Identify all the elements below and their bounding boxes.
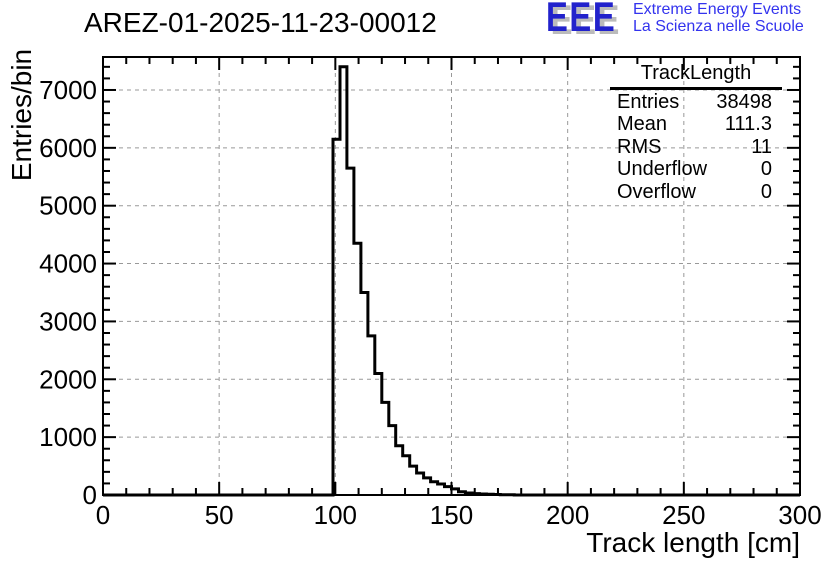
x-tick-label: 300 xyxy=(778,500,821,530)
x-tick-label: 50 xyxy=(205,500,234,530)
stats-label: Overflow xyxy=(617,180,696,203)
stats-label: Entries xyxy=(617,91,680,113)
x-tick-label: 250 xyxy=(662,500,705,530)
stats-value: 111.3 xyxy=(724,113,772,136)
y-tick-label: 2000 xyxy=(39,364,97,394)
x-tick-label: 100 xyxy=(314,500,357,530)
stats-row-mean: Mean 111.3 xyxy=(610,113,782,135)
y-tick-label: 0 xyxy=(83,480,97,510)
y-tick-label: 6000 xyxy=(39,133,97,163)
stats-label: RMS xyxy=(617,135,662,158)
x-axis-title: Track length [cm] xyxy=(586,527,800,558)
x-tick-label: 150 xyxy=(430,500,473,530)
eee-logo-line1: Extreme Energy Events xyxy=(633,1,802,18)
eee-logo-line2: La Scienza nelle Scuole xyxy=(633,18,804,35)
stats-row-underflow: Underflow 0 xyxy=(610,158,782,180)
stats-label: Mean xyxy=(617,113,668,136)
y-tick-label: 3000 xyxy=(39,306,97,336)
stats-row-rms: RMS 11 xyxy=(610,136,782,158)
x-tick-label: 0 xyxy=(96,500,110,530)
stats-value: 38498 xyxy=(716,91,772,113)
eee-logo-letters: EEE xyxy=(546,0,617,40)
plot-title: AREZ-01-2025-11-23-00012 xyxy=(84,7,437,38)
y-tick-label: 4000 xyxy=(39,249,97,279)
x-tick-label: 200 xyxy=(546,500,589,530)
stats-value: 11 xyxy=(751,135,772,158)
eee-logo-text: Extreme Energy Events La Scienza nelle S… xyxy=(633,1,804,35)
stats-value: 0 xyxy=(760,180,772,203)
y-tick-label: 1000 xyxy=(39,422,97,452)
stats-title: TrackLength xyxy=(610,62,782,90)
stats-box: TrackLength Entries 38498 Mean 111.3 RMS… xyxy=(610,62,782,203)
stats-row-overflow: Overflow 0 xyxy=(610,181,782,203)
stats-value: 0 xyxy=(760,158,772,181)
y-axis-title: Entries/bin xyxy=(6,48,37,182)
y-tick-label: 7000 xyxy=(39,75,97,105)
stats-rows: Entries 38498 Mean 111.3 RMS 11 Underflo… xyxy=(610,90,782,203)
stats-label: Underflow xyxy=(617,158,708,181)
y-tick-label: 5000 xyxy=(39,191,97,221)
stats-row-entries: Entries 38498 xyxy=(610,91,782,113)
